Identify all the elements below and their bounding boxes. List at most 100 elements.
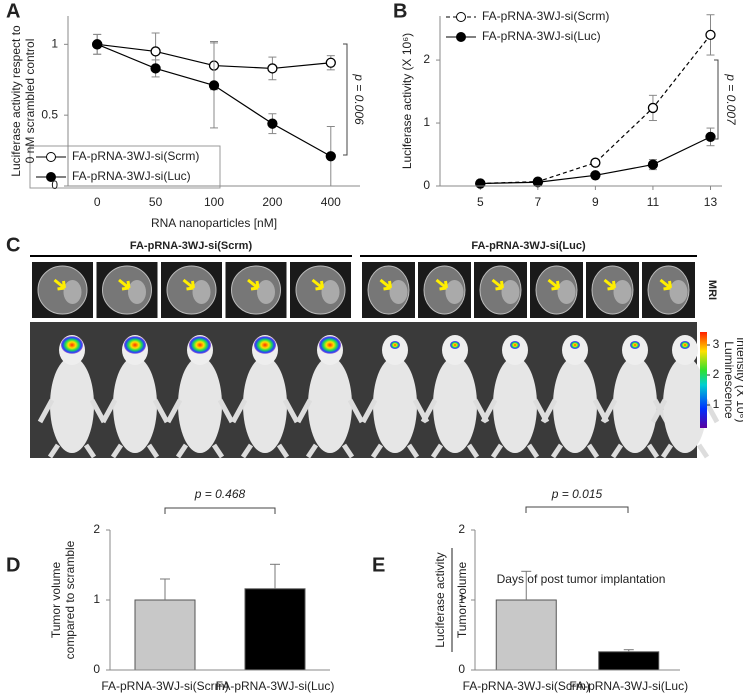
luminescence-signal [510,341,520,349]
p-value: p = 0.468 [194,487,246,501]
x-axis-label: RNA nanoparticles [nM] [151,216,277,230]
mouse-legs [230,398,300,459]
mri-arrow [379,278,392,291]
mouse-legs [540,398,610,459]
mri-tumor [557,280,576,304]
data-point [325,57,336,68]
data-point [208,80,220,91]
p-value: p = 0.015 [551,487,603,501]
y-tick-label: 1 [458,592,465,606]
data-point [590,170,601,181]
p-value: p = 0.006 [352,73,366,125]
legend-label: FA-pRNA-3WJ-si(Luc) [482,29,601,43]
data-point [590,157,601,168]
mri-arrow [659,278,672,291]
colorbar-tick-label: 2 [713,367,720,381]
y-tick-label: 2 [93,522,100,536]
mri-label: MRI [706,280,718,300]
data-point [647,159,659,170]
mouse-head [502,335,528,365]
mouse-body [178,357,222,453]
x-tick-label: 7 [534,195,541,209]
mouse-head [442,335,468,365]
mri-tumor [613,280,632,304]
mri-arrow [247,278,260,291]
mouse-head [382,335,408,365]
mouse-body [493,357,537,453]
panel-letter: C [6,234,20,256]
y-tick-label: 0 [458,662,465,676]
bar [495,599,557,671]
luminescence-signal [189,336,211,354]
x-tick-label: 0 [94,195,101,209]
legend-marker [46,152,56,162]
luminescence-signal [319,336,341,354]
colorbar-tick-label: 1 [713,397,720,411]
significance-bracket [714,59,719,140]
panel-letter: B [393,0,407,22]
x-tick-label: FA-pRNA-3WJ-si(Scrm) [101,679,228,693]
p-value: p = 0.007 [724,73,738,126]
mri-arrow [53,278,66,291]
significance-bracket [343,43,348,156]
colorbar [700,332,707,428]
data-point [532,177,543,188]
y-axis-label: Luciferase activity [433,552,447,647]
mri-arrow [311,278,324,291]
mouse-body [373,357,417,453]
legend-label: FA-pRNA-3WJ-si(Scrm) [482,9,609,23]
mouse-body [243,357,287,453]
data-point [267,63,278,74]
mouse-legs [165,398,235,459]
mri-tumor [192,280,211,304]
mouse-body [113,357,157,453]
mri-tumor [669,280,688,304]
data-point [150,46,161,57]
x-tick-label: FA-pRNA-3WJ-si(Luc) [216,679,335,693]
data-point [267,118,278,129]
y-tick-label: 1 [423,115,430,129]
panel-letter: D [6,554,20,576]
mouse-legs [37,398,107,459]
mouse-head [562,335,588,365]
luminescence-signal [630,341,640,349]
colorbar-title: Luminescence [722,341,736,419]
data-point [705,131,716,143]
data-point [475,178,486,189]
x-tick-label: 11 [647,195,660,209]
luminescence-signal [124,336,146,354]
legend-marker [46,172,56,182]
x-tick-label: 100 [204,195,224,209]
legend-marker [456,32,466,42]
mri-tumor [321,280,340,304]
x-tick-label: 13 [704,195,718,209]
legend-box [29,145,221,189]
mouse-body [613,357,657,453]
x-tick-label: 50 [149,195,163,209]
data-point [705,29,716,41]
mouse-body [663,357,707,453]
x-tick-label: 200 [262,195,282,209]
panel-letter: A [6,0,20,22]
colorbar-tick-label: 3 [713,337,720,351]
y-tick-label: 2 [458,522,465,536]
mouse-head [622,335,648,365]
y-tick-label: 0 [423,178,430,192]
y-tick-label: 1 [93,592,100,606]
mouse-legs [100,398,170,459]
legend-label: FA-pRNA-3WJ-si(Scrm) [72,149,199,163]
y-tick-label: 2 [423,52,430,66]
mouse-head [672,335,698,365]
significance-bracket [164,507,276,514]
mri-arrow [547,278,560,291]
y-axis-label: 0 nM scrambled control [23,39,37,164]
y-tick-label: 0 [93,662,100,676]
colorbar-title: intensity (X 10⁶) [734,338,743,423]
bar [244,588,306,671]
y-axis-label: Tumor volume [455,562,469,639]
mri-tumor [501,280,520,304]
group-title: FA-pRNA-3WJ-si(Luc) [471,240,586,252]
data-point [647,102,659,114]
data-point [325,151,336,162]
